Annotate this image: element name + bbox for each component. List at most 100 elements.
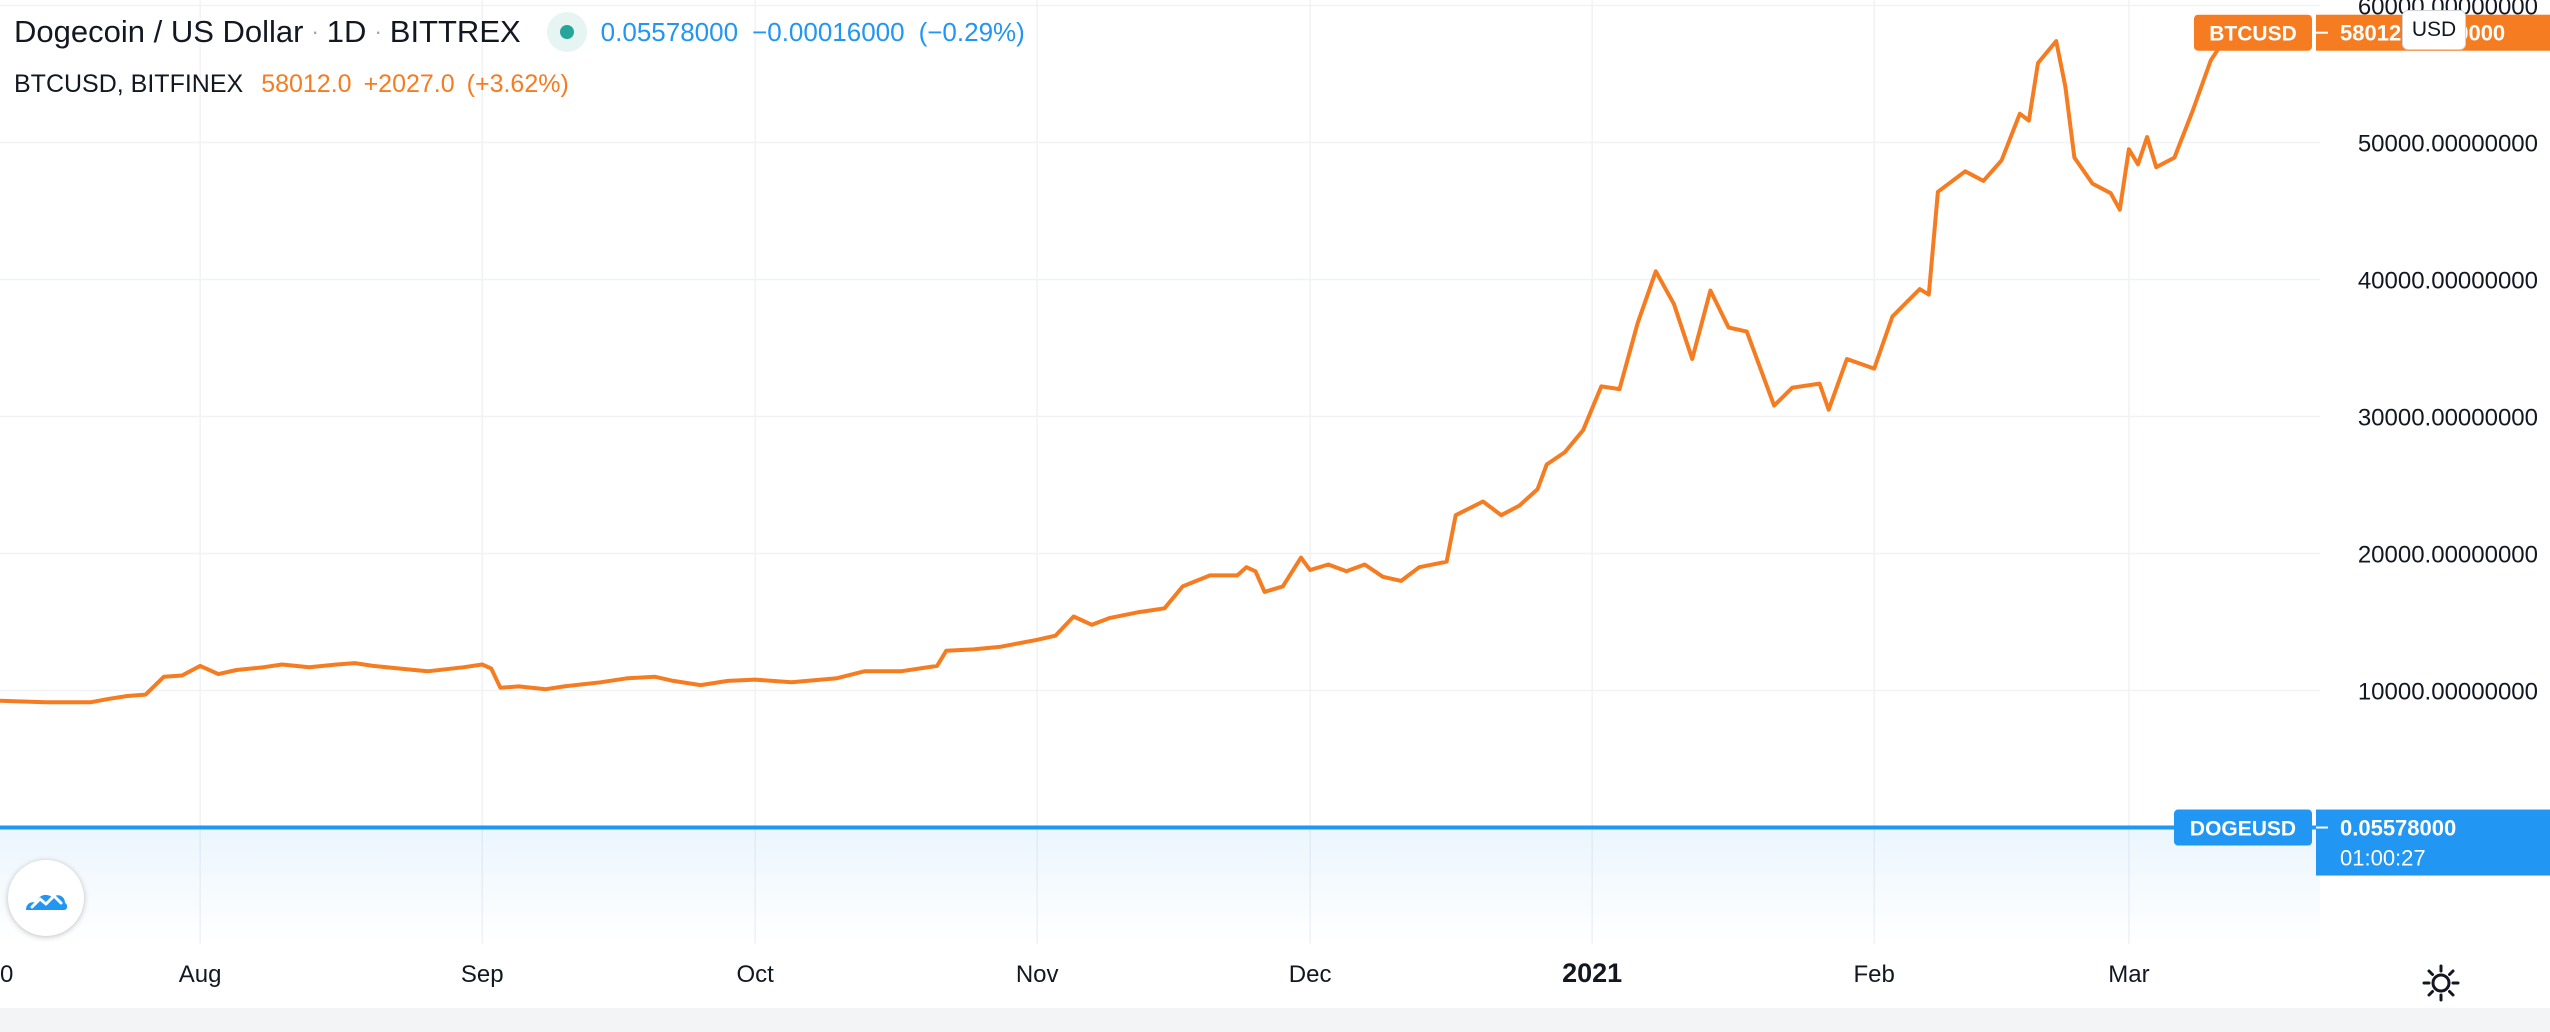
- btc-data-point: [1054, 635, 1056, 637]
- btc-data-point: [1655, 270, 1657, 272]
- btc-data-point: [1000, 645, 1002, 647]
- btc-data-point: [727, 680, 729, 682]
- btc-data-point: [490, 667, 492, 669]
- btc-data-point: [1327, 563, 1329, 565]
- btc-data-point: [1727, 326, 1729, 328]
- y-axis-tick-label: 20000.00000000: [2358, 542, 2538, 569]
- btc-data-point: [481, 663, 483, 665]
- btc-data-point: [2028, 119, 2030, 121]
- btc-data-point: [1254, 570, 1256, 572]
- btc-data-point: [1582, 429, 1584, 431]
- btc-data-point: [1982, 180, 1984, 182]
- btc-data-point: [2191, 110, 2193, 112]
- symbol-title[interactable]: Dogecoin / US Dollar: [14, 14, 304, 49]
- btc-data-point: [199, 665, 201, 667]
- x-axis-tick-label: Nov: [1016, 961, 1059, 988]
- interval-label[interactable]: 1D: [326, 14, 367, 49]
- chart-settings-button[interactable]: [2418, 960, 2464, 1006]
- btc-data-point: [354, 662, 356, 664]
- btc-data-point: [699, 684, 701, 686]
- btc-data-point: [1673, 303, 1675, 305]
- btc-data-point: [126, 695, 128, 697]
- market-open-dot-icon: [559, 25, 574, 39]
- btc-data-point: [426, 670, 428, 672]
- btc-data-point: [654, 676, 656, 678]
- compare-symbol-name[interactable]: BTCUSD, BITFINEX: [14, 70, 244, 98]
- x-axis-tick-label: 10: [0, 961, 13, 988]
- btc-data-point: [463, 666, 465, 668]
- btc-data-point: [1564, 451, 1566, 453]
- btc-last-price-name-label-bg: [2194, 14, 2312, 51]
- btc-data-point: [1518, 504, 1520, 506]
- btc-data-point: [2155, 166, 2157, 168]
- btc-data-point: [2173, 156, 2175, 158]
- btc-data-point: [1636, 322, 1638, 324]
- btc-data-point: [836, 677, 838, 679]
- btc-data-point: [1828, 408, 1830, 410]
- btc-data-point: [90, 701, 92, 703]
- btc-data-point: [499, 687, 501, 689]
- btc-data-point: [281, 663, 283, 665]
- btc-data-point: [2137, 163, 2139, 165]
- compare-price: 58012.0: [261, 70, 352, 98]
- doge-last-price-name-label: DOGEUSD: [2190, 818, 2296, 841]
- x-axis-tick-label: Dec: [1289, 961, 1332, 988]
- btc-data-point: [517, 685, 519, 687]
- btc-data-point: [1746, 330, 1748, 332]
- btc-data-point: [2119, 208, 2121, 210]
- btc-data-point: [399, 667, 401, 669]
- btc-data-point: [2019, 113, 2021, 115]
- btc-data-point: [1891, 315, 1893, 317]
- btc-data-point: [1873, 367, 1875, 369]
- btc-data-point: [1382, 576, 1384, 578]
- btc-data-point: [1245, 566, 1247, 568]
- x-axis-tick-label: Mar: [2108, 961, 2149, 988]
- exchange-label: BITTREX: [389, 14, 521, 49]
- btc-last-price-name-label: BTCUSD: [2209, 23, 2297, 46]
- btc-data-point: [2073, 156, 2075, 158]
- compare-change-percent: (+3.62%): [466, 70, 569, 98]
- btc-data-point: [2091, 182, 2093, 184]
- main-symbol-legend[interactable]: Dogecoin / US Dollar · 1D · BITTREX 0.05…: [14, 12, 1039, 52]
- btc-data-point: [1928, 293, 1930, 295]
- btc-data-point: [1618, 388, 1620, 390]
- btc-data-point: [1400, 580, 1402, 582]
- legend-separator: ·: [374, 19, 382, 44]
- btc-data-point: [1163, 607, 1165, 609]
- btc-data-point: [308, 666, 310, 668]
- btc-data-point: [1263, 591, 1265, 593]
- btc-data-point: [599, 681, 601, 683]
- doge-last-price-name-label-bg: [2174, 809, 2312, 846]
- compare-symbol-legend[interactable]: BTCUSD, BITFINEX 58012.0 +2027.0 (+3.62%…: [14, 70, 581, 99]
- y-axis-tick-label: 30000.00000000: [2358, 405, 2538, 432]
- btc-data-point: [1445, 561, 1447, 563]
- btc-data-point: [1964, 170, 1966, 172]
- x-axis-tick-label: Feb: [1854, 961, 1895, 988]
- btc-data-point: [1036, 639, 1038, 641]
- btc-data-point: [1072, 615, 1074, 617]
- currency-button[interactable]: USD: [2402, 10, 2466, 50]
- x-axis-tick-label: 2021: [1562, 958, 1622, 988]
- btc-data-point: [1937, 191, 1939, 193]
- btc-data-point: [754, 678, 756, 680]
- btc-data-point: [108, 698, 110, 700]
- btc-data-point: [1773, 404, 1775, 406]
- market-status-indicator[interactable]: [546, 12, 587, 52]
- btc-data-point: [144, 693, 146, 695]
- btc-data-point: [335, 663, 337, 665]
- tradingview-logo-button[interactable]: [8, 860, 84, 936]
- btc-data-point: [2128, 148, 2130, 150]
- btc-series-line: [0, 31, 2231, 705]
- btc-data-point: [2146, 136, 2148, 138]
- bottom-strip: [0, 1008, 2550, 1032]
- btc-data-point: [2055, 40, 2057, 42]
- btc-data-point: [936, 665, 938, 667]
- doge-last-price-value-label: 0.05578000: [2340, 816, 2456, 841]
- btc-data-point: [545, 688, 547, 690]
- btc-data-point: [1182, 585, 1184, 587]
- tradingview-logo-icon: [26, 894, 68, 910]
- legend-separator: ·: [311, 19, 319, 44]
- btc-data-point: [1364, 563, 1366, 565]
